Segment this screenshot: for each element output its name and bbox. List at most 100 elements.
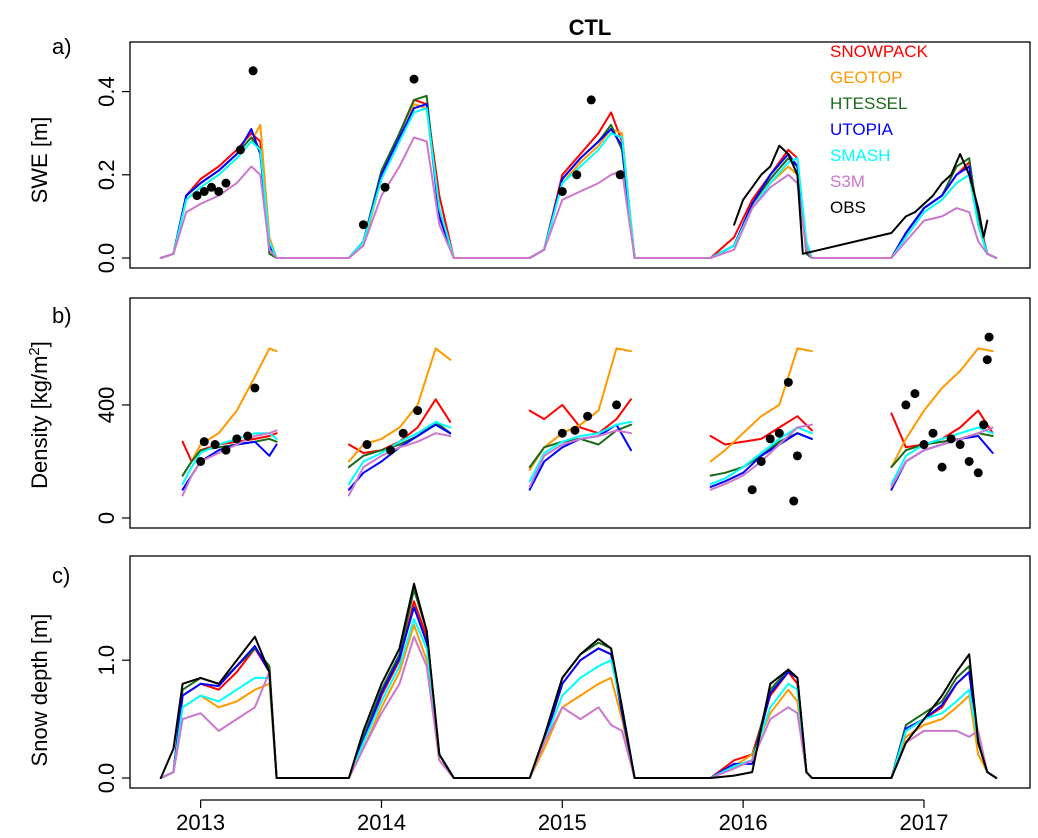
legend-obs: OBS (830, 198, 866, 217)
obs-point (572, 170, 582, 180)
panel-density-yticks: 0 400 (94, 387, 130, 524)
legend-htessel: HTESSEL (830, 94, 907, 113)
obs-point (586, 95, 596, 105)
obs-point (973, 468, 983, 478)
obs-point (783, 377, 793, 387)
panel-density-frame (129, 297, 1031, 529)
panel-density-ylabel-sup: 2 (26, 347, 43, 355)
obs-point (928, 428, 938, 438)
xtick-label: 2014 (357, 810, 406, 835)
panel-swe-obs-points (192, 66, 625, 230)
panel-density: b) Density [kg/m2] 0 400 (26, 297, 1031, 529)
obs-point (221, 445, 231, 455)
obs-point (557, 428, 567, 438)
panel-swe-yticks: 0.0 0.2 0.4 (94, 76, 130, 273)
panel-snow-depth-yticks: 0.0 1.0 (94, 645, 130, 793)
panel-density-obs-points (196, 332, 994, 506)
series-s3m (159, 136, 998, 259)
ytick-label: 0.0 (94, 763, 119, 794)
panel-density-series (181, 347, 994, 497)
series-htessel (159, 588, 998, 779)
series-s3m (159, 635, 998, 779)
x-axis-ticks: 2013 2014 2015 2016 2017 (176, 799, 948, 835)
panel-snow-depth: c) Snow depth [m] 0.01.0 2013 2014 2015 201… (27, 555, 1031, 835)
obs-point (192, 191, 202, 201)
obs-point (221, 178, 231, 188)
ytick-label: 0.4 (94, 76, 119, 107)
xtick-label: 2016 (719, 810, 768, 835)
panel-snow-depth-series (159, 582, 998, 779)
ytick-label: 1.0 (94, 645, 119, 676)
panel-swe-ylabel: SWE [m] (27, 117, 52, 204)
obs-point (937, 462, 947, 472)
obs-point (910, 389, 920, 399)
obs-point (919, 440, 929, 450)
obs-point (243, 431, 253, 441)
obs-point (386, 445, 396, 455)
obs-point (570, 425, 580, 435)
obs-point (756, 456, 766, 466)
obs-point (979, 420, 989, 430)
series-snowpack (159, 600, 998, 779)
legend-s3m: S3M (830, 172, 865, 191)
obs-point (583, 411, 593, 421)
obs-point (210, 440, 220, 450)
series-smash (159, 618, 998, 779)
obs-point (206, 182, 216, 192)
xtick-label: 2013 (176, 810, 225, 835)
panel-swe: a) SWE [m] 0.0 0.2 0.4 SNOWPACK GEOTOP HTESS… (27, 34, 1031, 273)
obs-point (789, 496, 799, 506)
legend-geotop: GEOTOP (830, 68, 902, 87)
obs-point (235, 145, 245, 155)
obs-point (774, 428, 784, 438)
series-utopia (159, 606, 998, 779)
obs-point (196, 456, 206, 466)
obs-point (901, 400, 911, 410)
obs-point (214, 186, 224, 196)
panel-swe-label: a) (52, 34, 72, 59)
ytick-label: 0.0 (94, 243, 119, 274)
series-obs (159, 582, 998, 779)
obs-point (964, 456, 974, 466)
figure-title: CTL (569, 15, 612, 40)
obs-point (982, 355, 992, 365)
obs-point (557, 186, 567, 196)
obs-point (232, 434, 242, 444)
obs-point (358, 220, 368, 230)
obs-point (250, 383, 260, 393)
panel-snow-depth-label: c) (52, 563, 70, 588)
legend: SNOWPACK GEOTOP HTESSEL UTOPIA SMASH S3M OBS (830, 42, 929, 217)
series-obs (733, 144, 989, 255)
legend-utopia: UTOPIA (830, 120, 894, 139)
panel-swe-frame (129, 41, 1031, 269)
obs-point (615, 170, 625, 180)
obs-point (380, 182, 390, 192)
obs-point (413, 406, 423, 416)
xtick-label: 2015 (538, 810, 587, 835)
xtick-label: 2017 (899, 810, 948, 835)
obs-point (765, 434, 775, 444)
obs-point (792, 451, 802, 461)
obs-point (747, 485, 757, 495)
series-geotop (181, 347, 994, 477)
ytick-label: 0.2 (94, 160, 119, 191)
obs-point (612, 400, 622, 410)
legend-smash: SMASH (830, 146, 890, 165)
ytick-label: 0 (94, 512, 119, 524)
panel-density-ylabel-close: ] (27, 341, 52, 347)
series-snowpack (181, 398, 994, 463)
obs-point (409, 74, 419, 84)
series-smash (159, 107, 998, 259)
series-geotop (159, 623, 998, 779)
panel-swe-series (159, 94, 998, 259)
obs-point (955, 440, 965, 450)
obs-point (984, 332, 994, 342)
legend-snowpack: SNOWPACK (830, 42, 929, 61)
obs-point (398, 428, 408, 438)
panel-snow-depth-frame (129, 555, 1031, 789)
panel-density-label: b) (52, 303, 72, 328)
panel-density-ylabel-text: Density [kg/m (27, 356, 52, 489)
obs-point (199, 437, 209, 447)
series-smash (181, 420, 994, 486)
